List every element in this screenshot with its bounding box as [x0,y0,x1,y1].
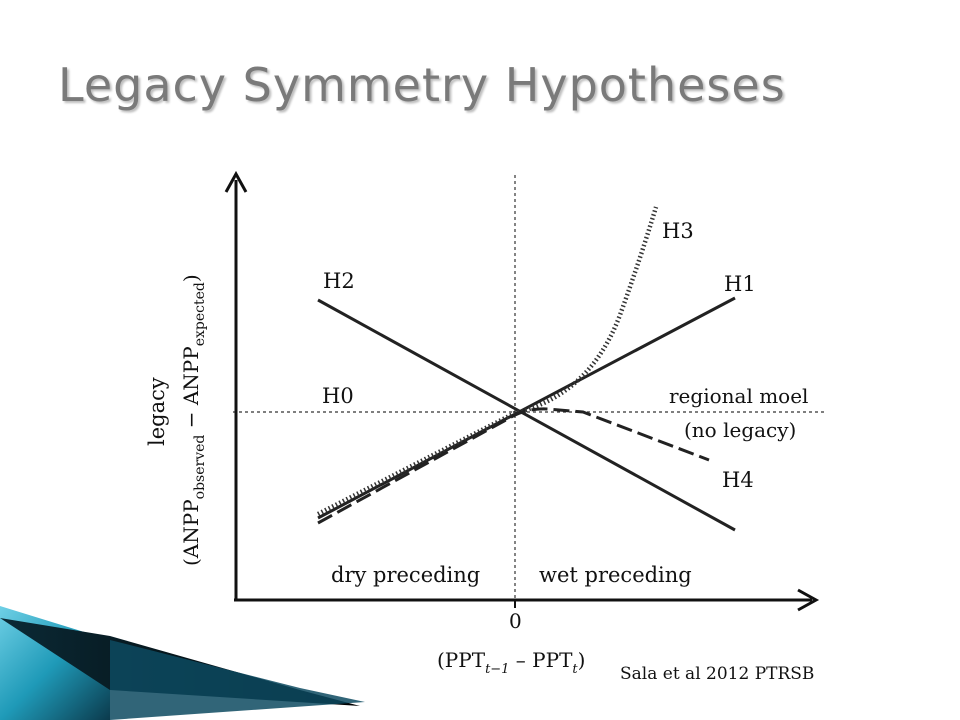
h0-label: H0 [322,384,354,408]
h2-line [317,298,736,532]
citation: Sala et al 2012 PTRSB [620,664,815,684]
x-axis-label: (PPTt−1 – PPTt) [437,648,585,677]
region-dry-preceding: dry preceding [331,563,480,587]
region-wet-preceding: wet preceding [539,563,692,587]
h1-label: H1 [724,272,756,296]
h4-line [317,407,710,525]
y-axis-label-expression: (ANPPobserved − ANPPexpected) [179,274,208,566]
slide-title: Legacy Symmetry Hypotheses [58,58,786,112]
h3-line [316,206,659,517]
h1-line [317,296,736,520]
y-axis-arrow [224,170,248,193]
reference-label-no-legacy: (no legacy) [684,418,796,442]
corner-ribbon-shade [110,640,365,720]
h4-label: H4 [722,468,754,492]
x-axis-arrow [797,588,820,612]
h2-label: H2 [323,269,355,293]
y-axis-label-main: legacy [145,377,169,446]
h3-label: H3 [662,219,694,243]
reference-label-regional: regional moel [669,384,808,408]
x-origin-tick-label: 0 [509,609,522,633]
